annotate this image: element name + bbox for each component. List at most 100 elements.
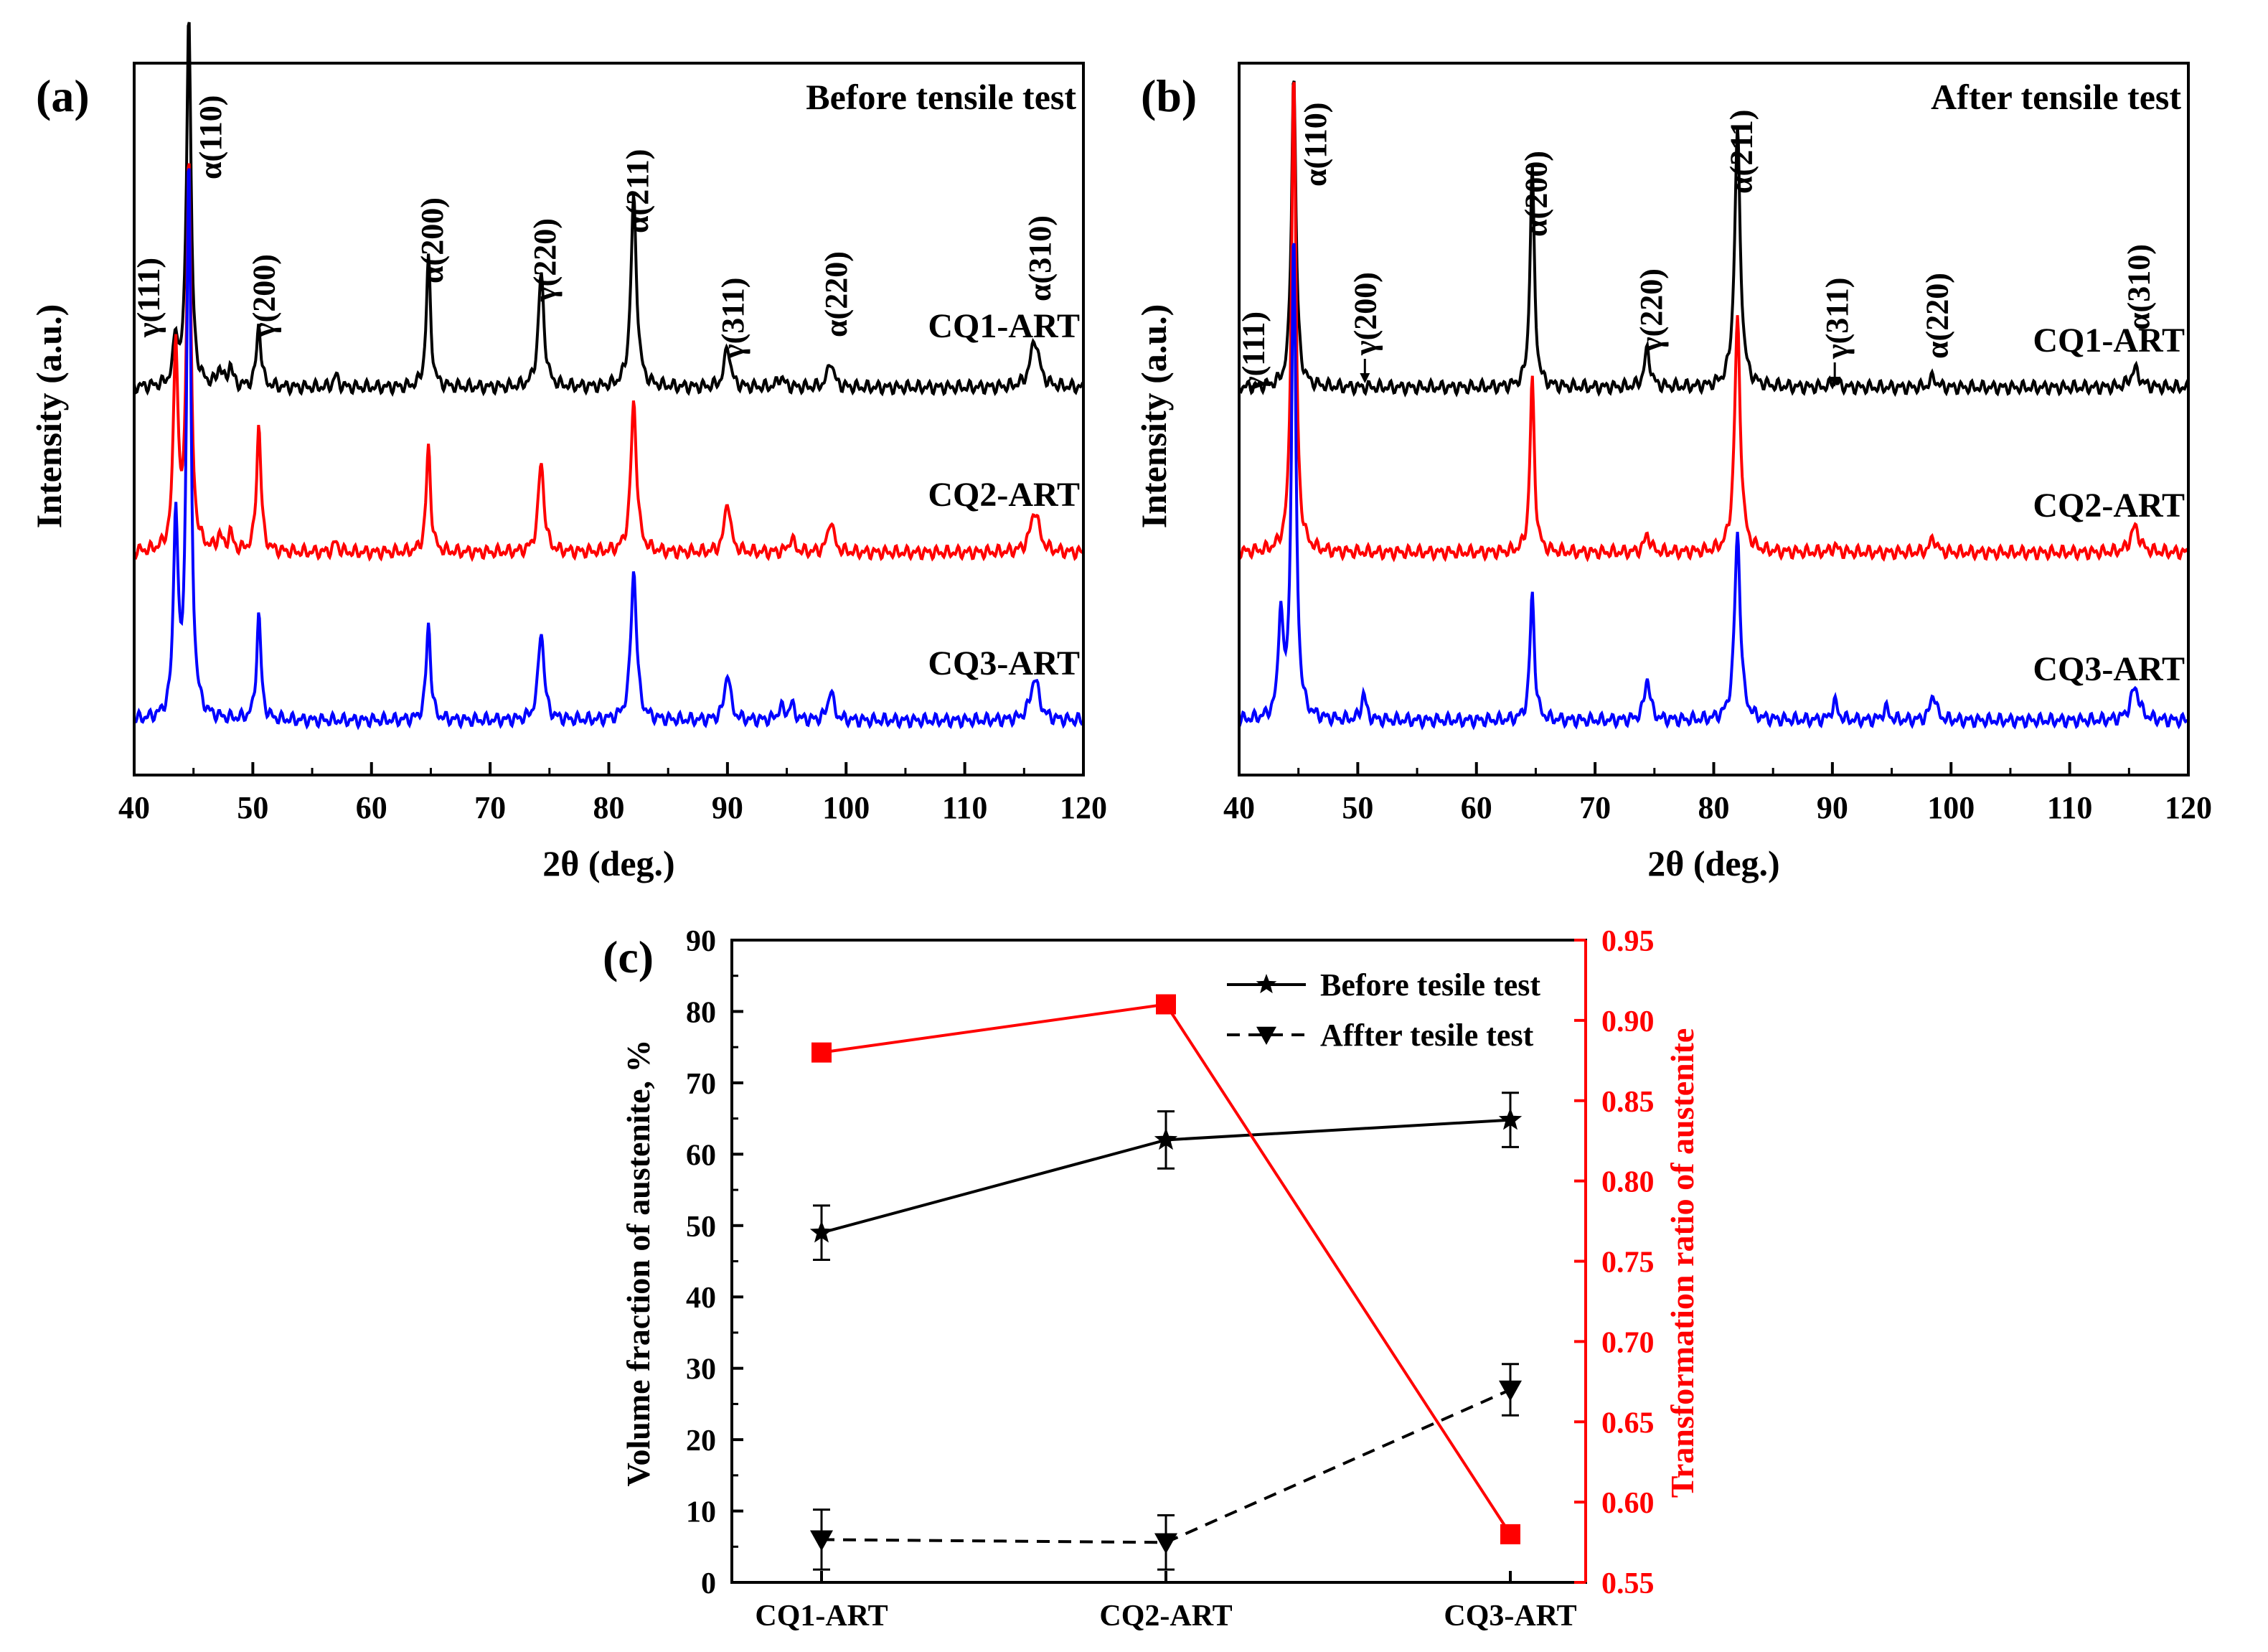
peak-label: γ(220) bbox=[527, 218, 563, 302]
y-tick-label: 0 bbox=[701, 1567, 716, 1600]
series-line-cq3-art bbox=[1238, 243, 2190, 731]
x-tick-label: 110 bbox=[942, 790, 988, 825]
series-line bbox=[821, 1003, 1512, 1535]
x-tick-label: 70 bbox=[474, 790, 506, 825]
y2-tick-label: 0.75 bbox=[1601, 1247, 1655, 1280]
x-axis-label: 2θ (deg.) bbox=[1647, 843, 1779, 883]
peak-label: α(310) bbox=[1022, 215, 1058, 301]
peak-label: α(200) bbox=[415, 197, 450, 283]
x-tick-label: 100 bbox=[822, 790, 870, 825]
peak-label: α(200) bbox=[1518, 151, 1553, 237]
marker-triangle-down bbox=[1154, 1533, 1177, 1554]
x-tick-label: 60 bbox=[1461, 790, 1492, 825]
marker-square bbox=[811, 1042, 832, 1063]
chart-title: Before tensile test bbox=[806, 77, 1076, 117]
series-label-cq1-art: CQ1-ART bbox=[2033, 322, 2185, 360]
x-tick-label: 110 bbox=[2047, 790, 2093, 825]
x-tick-label: CQ2-ART bbox=[1099, 1600, 1232, 1633]
peak-label: α(211) bbox=[620, 149, 655, 233]
y2-axis-label: Transformation ratio of austenite bbox=[1664, 1028, 1700, 1498]
y-tick-label: 20 bbox=[686, 1425, 716, 1458]
x-tick-label: 120 bbox=[1060, 790, 1107, 825]
x-tick-label: 90 bbox=[1817, 790, 1848, 825]
panel-label: (b) bbox=[1141, 70, 1197, 121]
x-tick-label: 50 bbox=[1342, 790, 1373, 825]
y2-tick-label: 0.90 bbox=[1601, 1005, 1655, 1038]
peak-label: α(220) bbox=[819, 251, 854, 337]
x-tick-label: 100 bbox=[1927, 790, 1975, 825]
x-tick-label: CQ1-ART bbox=[755, 1600, 888, 1633]
peak-label: γ(200) bbox=[1347, 272, 1383, 356]
y2-tick-label: 0.80 bbox=[1601, 1166, 1655, 1199]
x-tick-label: 90 bbox=[712, 790, 743, 825]
y-tick-label: 80 bbox=[686, 996, 716, 1029]
y2-tick-label: 0.65 bbox=[1601, 1407, 1655, 1440]
y-tick-label: 30 bbox=[686, 1353, 716, 1386]
peak-label: α(110) bbox=[193, 95, 228, 179]
peak-label: γ(111) bbox=[1236, 311, 1271, 392]
peak-label: γ(220) bbox=[1634, 268, 1669, 352]
series-line-cq2-art bbox=[1238, 82, 2190, 563]
marker-triangle-down bbox=[1499, 1380, 1522, 1402]
marker-star bbox=[809, 1220, 834, 1243]
panel-label: (c) bbox=[603, 931, 654, 982]
legend-entry: Before tesile test bbox=[1320, 967, 1540, 1003]
peak-label: γ(311) bbox=[715, 278, 750, 360]
y-tick-label: 70 bbox=[686, 1068, 716, 1101]
y-tick-label: 90 bbox=[686, 925, 716, 958]
y-axis-label: Intensity (a.u.) bbox=[1134, 304, 1174, 529]
y2-tick-label: 0.95 bbox=[1601, 925, 1655, 958]
marker-triangle-down bbox=[1256, 1026, 1276, 1045]
series-label-cq2-art: CQ2-ART bbox=[2033, 487, 2185, 525]
peak-label: γ(111) bbox=[131, 258, 166, 338]
y-tick-label: 40 bbox=[686, 1282, 716, 1315]
annotation-arrowhead bbox=[1360, 373, 1370, 383]
y2-tick-label: 0.70 bbox=[1601, 1326, 1655, 1359]
y-tick-label: 60 bbox=[686, 1139, 716, 1172]
y-tick-label: 50 bbox=[686, 1211, 716, 1244]
peak-label: α(310) bbox=[2122, 244, 2157, 330]
series-affter-tesile-test bbox=[810, 1363, 1522, 1571]
y-axis-label: Intensity (a.u.) bbox=[29, 304, 69, 529]
series-before-tesile-test bbox=[809, 1092, 1523, 1262]
marker-square bbox=[1156, 994, 1176, 1015]
series-line-cq1-art bbox=[1238, 80, 2190, 398]
series-label-cq2-art: CQ2-ART bbox=[928, 476, 1080, 514]
marker-triangle-down bbox=[810, 1530, 833, 1552]
series-line-cq2-art bbox=[133, 163, 1084, 563]
marker-star bbox=[1498, 1107, 1523, 1130]
legend-entry: Affter tesile test bbox=[1320, 1018, 1534, 1053]
x-axis-label: 2θ (deg.) bbox=[542, 843, 674, 883]
x-tick-label: 60 bbox=[356, 790, 387, 825]
peak-label: α(220) bbox=[1919, 273, 1954, 359]
x-tick-label: 80 bbox=[593, 790, 625, 825]
y-tick-label: 10 bbox=[686, 1496, 716, 1529]
series-line-cq1-art bbox=[133, 22, 1085, 397]
series-label-cq3-art: CQ3-ART bbox=[928, 644, 1080, 682]
marker-star bbox=[1256, 974, 1277, 994]
x-tick-label: 120 bbox=[2165, 790, 2212, 825]
marker-square bbox=[1500, 1524, 1520, 1544]
annotation-arrowhead bbox=[1830, 377, 1840, 387]
x-tick-label: 70 bbox=[1579, 790, 1611, 825]
peak-label: γ(311) bbox=[1820, 278, 1855, 360]
y2-tick-label: 0.55 bbox=[1601, 1567, 1655, 1600]
chart-title: After tensile test bbox=[1931, 77, 2181, 117]
panel-c: (c) 0 10 20 30 40 50 60 70 80 90 0.55 0.60 0.65 0.70 0.… bbox=[603, 925, 1700, 1633]
peak-label: γ(200) bbox=[246, 254, 281, 338]
x-tick-label: 40 bbox=[118, 790, 150, 825]
panel-label: (a) bbox=[36, 70, 90, 121]
x-tick-label: CQ3-ART bbox=[1444, 1600, 1576, 1633]
peak-label: α(110) bbox=[1298, 103, 1333, 187]
legend: Before tesile test Affter tesile test bbox=[1227, 967, 1540, 1053]
x-tick-label: 40 bbox=[1223, 790, 1255, 825]
xrd-panel-b: (b) After tensile test CQ1-ART CQ2-ART CQ3-A… bbox=[1134, 62, 2212, 883]
y2-tick-label: 0.85 bbox=[1601, 1086, 1655, 1119]
peak-label: α(211) bbox=[1724, 110, 1759, 194]
xrd-panel-a: (a) Before tensile test CQ1-ART CQ2-ART CQ3-… bbox=[29, 22, 1107, 883]
x-tick-label: 50 bbox=[237, 790, 268, 825]
x-tick-label: 80 bbox=[1698, 790, 1730, 825]
y-axis-label: Volume fraction of austenite, % bbox=[620, 1039, 657, 1486]
series-line-cq3-art bbox=[133, 168, 1085, 731]
